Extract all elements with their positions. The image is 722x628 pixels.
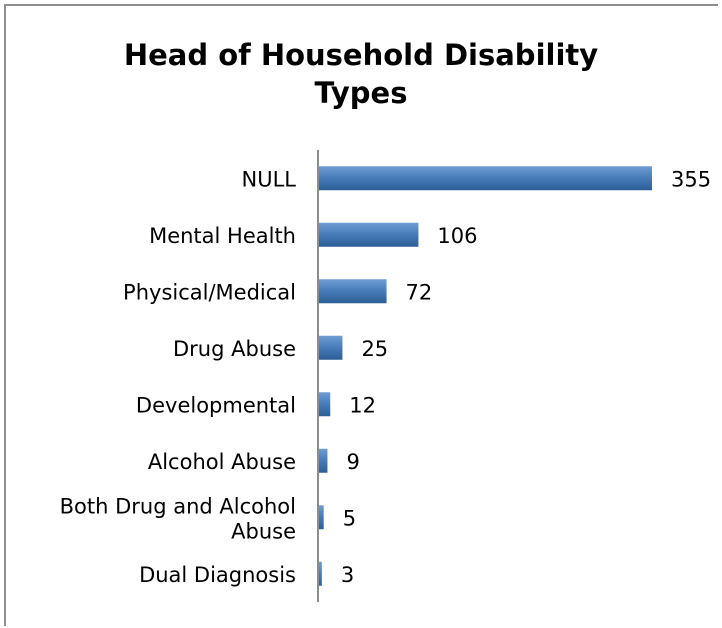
bar-4 — [319, 392, 331, 417]
bar-2 — [319, 279, 387, 304]
category-label-5: Alcohol Abuse — [148, 450, 296, 474]
data-labels: 355 106 72 25 12 9 5 3 — [341, 167, 711, 587]
category-label-7: Dual Diagnosis — [139, 563, 296, 587]
bar-7 — [319, 561, 322, 586]
category-labels: NULL Mental Health Physical/Medical Drug Ab… — [60, 167, 297, 587]
bar-3 — [319, 335, 343, 360]
data-label-0: 355 — [671, 167, 711, 191]
bar-1 — [319, 222, 419, 247]
data-label-6: 5 — [343, 506, 356, 530]
data-label-4: 12 — [349, 393, 376, 417]
category-label-0: NULL — [242, 167, 297, 191]
bar-5 — [319, 448, 328, 473]
data-label-7: 3 — [341, 563, 354, 587]
bar-0 — [319, 166, 652, 191]
chart-title: Head of Household Disability Types — [123, 38, 599, 110]
category-label-3: Drug Abuse — [173, 337, 296, 361]
bars-group — [319, 166, 652, 586]
data-label-1: 106 — [437, 224, 477, 248]
category-label-1: Mental Health — [149, 224, 296, 248]
category-label-6: Both Drug and Alcohol Abuse — [60, 494, 296, 543]
chart-frame — [4, 4, 718, 626]
bar-6 — [319, 505, 324, 530]
category-label-2: Physical/Medical — [123, 280, 296, 304]
data-label-3: 25 — [361, 337, 388, 361]
category-label-4: Developmental — [136, 393, 296, 417]
data-label-2: 72 — [406, 280, 433, 304]
data-label-5: 9 — [346, 450, 359, 474]
